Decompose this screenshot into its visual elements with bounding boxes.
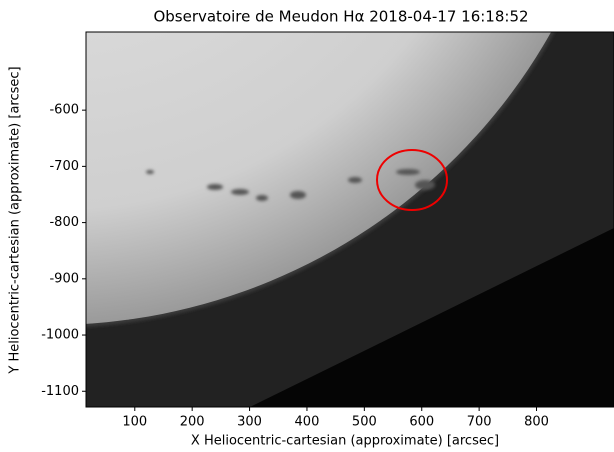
x-tick-label: 300 — [237, 415, 262, 430]
x-tick-label: 500 — [352, 415, 377, 430]
chart-title: Observatoire de Meudon Hα 2018-04-17 16:… — [153, 8, 528, 26]
x-tick-label: 600 — [409, 415, 434, 430]
x-tick-label: 700 — [467, 415, 492, 430]
y-axis-label: Y Heliocentric-cartesian (approximate) [… — [8, 66, 23, 374]
x-tick-label: 100 — [122, 415, 147, 430]
y-tick-label: -900 — [49, 271, 79, 286]
solar-disk — [86, 32, 552, 324]
x-tick-label: 800 — [524, 415, 549, 430]
y-tick-label: -800 — [49, 215, 79, 230]
x-axis-label: X Heliocentric-cartesian (approximate) [… — [191, 434, 499, 449]
dark-corner — [250, 228, 614, 407]
x-tick-label: 200 — [180, 415, 205, 430]
x-tick-label: 400 — [295, 415, 320, 430]
y-tick-label: -1000 — [41, 328, 79, 343]
filaments — [146, 169, 435, 201]
image — [86, 32, 614, 407]
y-tick-label: -600 — [49, 103, 79, 118]
y-tick-label: -700 — [49, 159, 79, 174]
highlight-circle — [376, 149, 448, 211]
axes-frame — [85, 31, 614, 408]
y-tick-label: -1100 — [41, 384, 79, 399]
